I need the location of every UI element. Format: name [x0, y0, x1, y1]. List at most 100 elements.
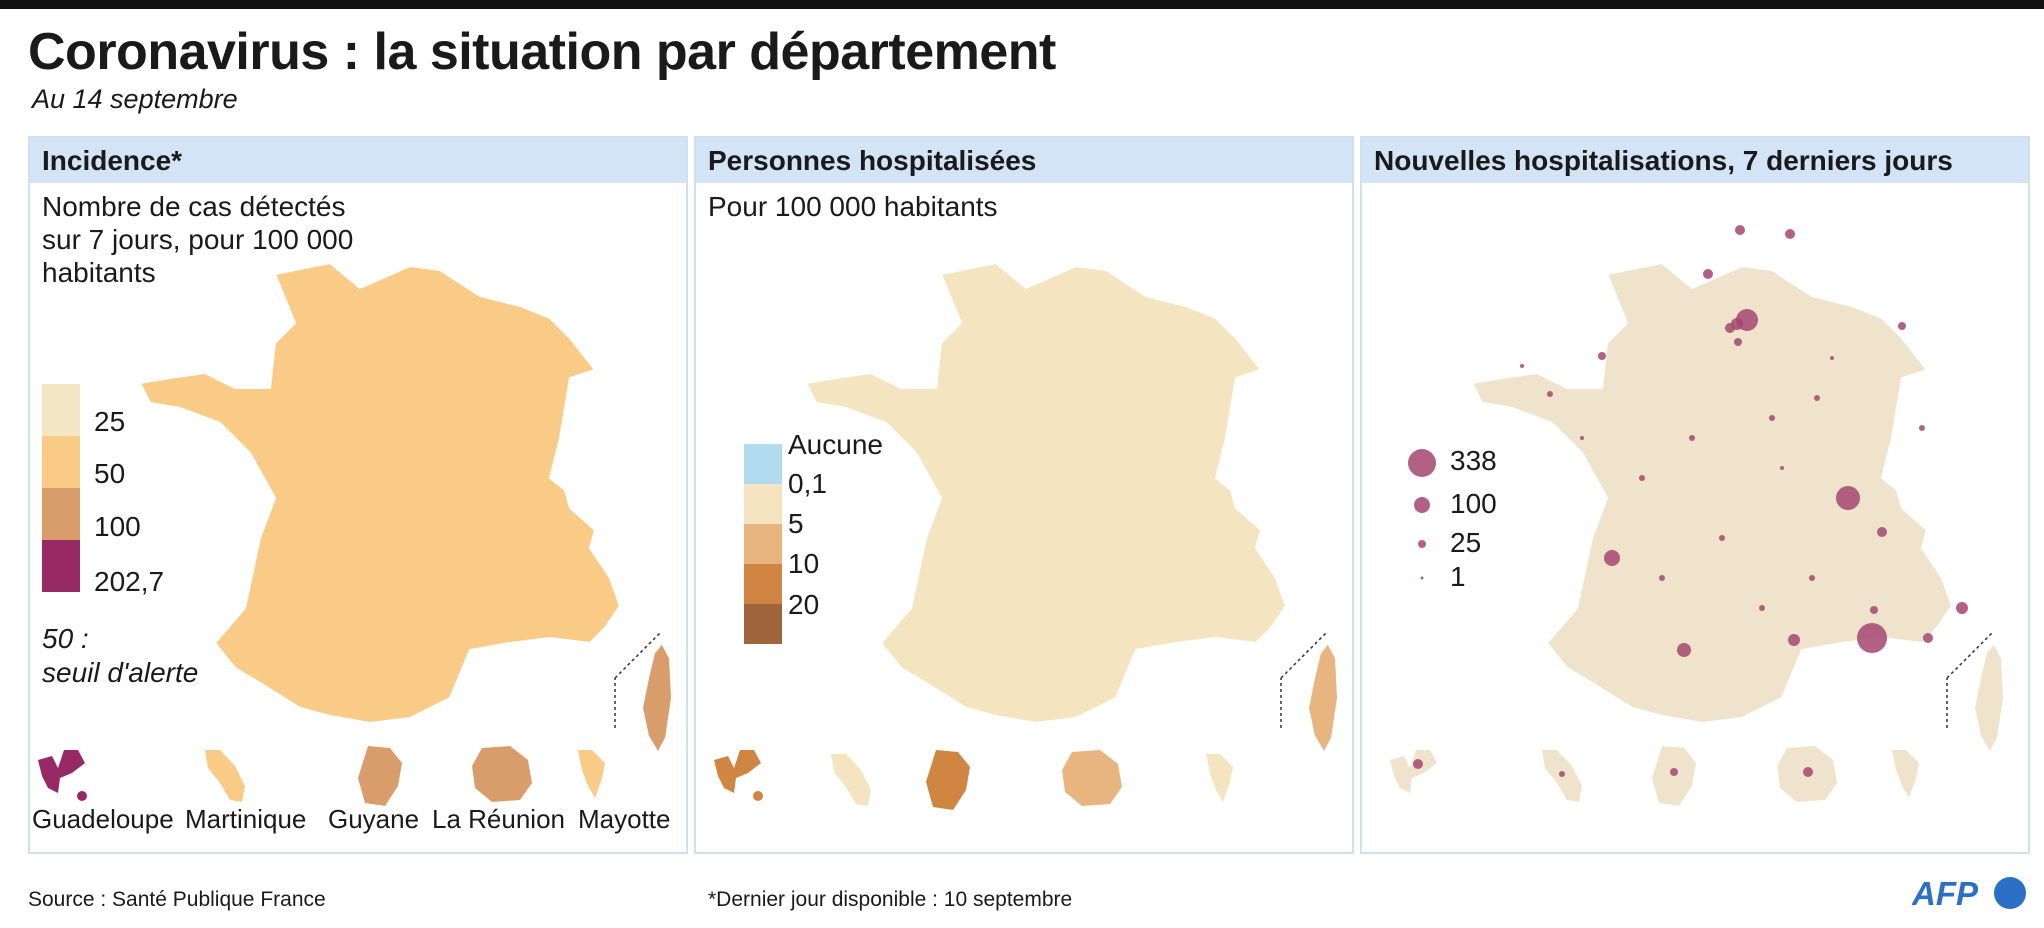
- territory-mayotte-shape: [1892, 750, 1919, 798]
- legend-swatch-4: [42, 540, 80, 592]
- legend-bubble: [1420, 576, 1424, 580]
- panel-nouvelles: Nouvelles hospitalisations, 7 derniers j…: [1360, 136, 2030, 854]
- legend-label: Aucune: [788, 429, 883, 460]
- territory-guadeloupe-shape: [38, 750, 85, 793]
- hospitalisation-bubble: [1803, 767, 1813, 777]
- hospitalisation-bubble: [1598, 352, 1606, 360]
- legend-label: 50: [94, 458, 126, 489]
- panel-hospitalisees-header: Personnes hospitalisées: [696, 138, 1352, 183]
- panel-incidence-header: Incidence*: [30, 138, 686, 183]
- hospitalisation-bubble: [1677, 643, 1691, 657]
- territory-reunion-shape: [472, 746, 532, 802]
- corsica-shape: [1972, 641, 2006, 756]
- territory-guadeloupe-islet: [77, 791, 87, 801]
- corsica-inset-line: [614, 632, 661, 679]
- legend-swatch-1: [744, 444, 782, 484]
- france-mainland-shape: [138, 261, 622, 725]
- afp-logo-dot: [1994, 877, 2026, 909]
- legend-swatch-1: [42, 384, 80, 436]
- hospitalisation-bubble: [1659, 575, 1665, 581]
- legend-label: 5: [788, 508, 804, 539]
- legend-bubble: [1408, 449, 1436, 477]
- incidence-map: [38, 261, 674, 806]
- page-subtitle: Au 14 septembre: [32, 84, 238, 114]
- legend-label: 25: [94, 406, 126, 437]
- legend-bubble: [1418, 540, 1426, 548]
- territory-reunion-shape: [1062, 750, 1122, 806]
- hospitalisation-bubble: [1785, 229, 1795, 239]
- footnote: *Dernier jour disponible : 10 septembre: [708, 888, 1073, 911]
- corsica-shape: [640, 641, 674, 756]
- hospitalisation-bubble: [1919, 425, 1925, 431]
- legend-label: 10: [788, 548, 820, 579]
- hospitalisation-bubble: [1956, 602, 1968, 614]
- legend-label: 338: [1450, 445, 1497, 476]
- legend-label: 100: [1450, 488, 1497, 519]
- territory-martinique-shape: [831, 754, 871, 806]
- hospitalisation-bubble: [1734, 338, 1742, 346]
- territory-mayotte-shape: [578, 750, 605, 798]
- territory-label: Martinique: [185, 804, 307, 834]
- page-title: Coronavirus : la situation par départeme…: [28, 23, 1056, 81]
- hospitalisation-bubble: [1725, 323, 1735, 333]
- legend-swatch-2: [42, 436, 80, 488]
- panel-hospitalisees: Personnes hospitalisées Pour 100 000 hab…: [694, 136, 1354, 854]
- legend-label: 20: [788, 589, 820, 620]
- territory-label: Guyane: [328, 804, 420, 834]
- legend-swatch-2: [744, 484, 782, 524]
- hospitalisation-bubble: [1413, 759, 1423, 769]
- hospitalisation-bubble: [1703, 269, 1713, 279]
- legend-swatch-4: [744, 564, 782, 604]
- nouvelles-map: [1390, 225, 2006, 806]
- legend-swatch-3: [42, 488, 80, 540]
- hospitalisation-bubble: [1547, 391, 1553, 397]
- territory-guadeloupe-shape: [714, 750, 761, 793]
- legend-label: 25: [1450, 527, 1482, 558]
- legend-swatch-5: [744, 604, 782, 644]
- corsica-inset-line: [1946, 632, 1993, 679]
- hospitalisation-bubble: [1830, 356, 1834, 360]
- legend-label: 202,7: [94, 566, 165, 597]
- afp-logo: AFP: [1912, 875, 2026, 912]
- hospitalisation-bubble: [1788, 634, 1800, 646]
- hospitalisation-bubble: [1836, 486, 1860, 510]
- hospitalisation-bubble: [1670, 768, 1678, 776]
- hospitalisation-bubble: [1870, 606, 1878, 614]
- territory-guadeloupe-islet: [753, 791, 763, 801]
- alert-threshold-note: 50 : seuil d'alerte: [42, 623, 199, 688]
- legend-label: 1: [1450, 561, 1466, 592]
- panel-incidence-description: Nombre de cas détectés sur 7 jours, pour…: [42, 191, 354, 288]
- territory-martinique-shape: [205, 750, 245, 802]
- hospitalisation-bubble: [1814, 395, 1820, 401]
- afp-logo-text: AFP: [1912, 875, 1979, 912]
- hospitalisation-bubble: [1520, 364, 1524, 368]
- hospitalisation-bubble: [1639, 475, 1645, 481]
- legend-bubble: [1414, 497, 1430, 513]
- legend-label: 0,1: [788, 468, 827, 499]
- hospitalisation-bubble: [1780, 466, 1784, 470]
- territory-label: Guadeloupe: [32, 804, 174, 834]
- territory-label: La Réunion: [432, 804, 565, 834]
- hospitalisation-bubble: [1759, 605, 1765, 611]
- hospitalisation-bubble: [1689, 435, 1695, 441]
- hospitalisation-bubble: [1735, 225, 1745, 235]
- corsica-shape: [1306, 641, 1340, 756]
- legend-swatch-3: [744, 524, 782, 564]
- hospitalisation-bubble: [1898, 322, 1906, 330]
- panel-nouvelles-header: Nouvelles hospitalisations, 7 derniers j…: [1362, 138, 2028, 183]
- corsica-inset-line: [1280, 632, 1327, 679]
- panel-incidence: Incidence* Nombre de cas détectés sur 7 …: [28, 136, 688, 854]
- hospitalisation-bubble: [1857, 623, 1887, 653]
- legend-label: 100: [94, 511, 141, 542]
- france-mainland-shape: [1470, 261, 1954, 725]
- hospitalisation-bubble: [1719, 535, 1725, 541]
- territory-guyane-shape: [358, 746, 402, 806]
- hospitalisation-bubble: [1559, 771, 1565, 777]
- territory-guadeloupe-shape: [1390, 750, 1437, 793]
- territory-label: Mayotte: [578, 804, 671, 834]
- panel-hospitalisees-description: Pour 100 000 habitants: [708, 191, 998, 222]
- hospitalisation-bubble: [1877, 527, 1887, 537]
- top-rule: [0, 0, 2044, 9]
- territory-guyane-shape: [926, 750, 970, 810]
- territory-mayotte-shape: [1206, 754, 1233, 802]
